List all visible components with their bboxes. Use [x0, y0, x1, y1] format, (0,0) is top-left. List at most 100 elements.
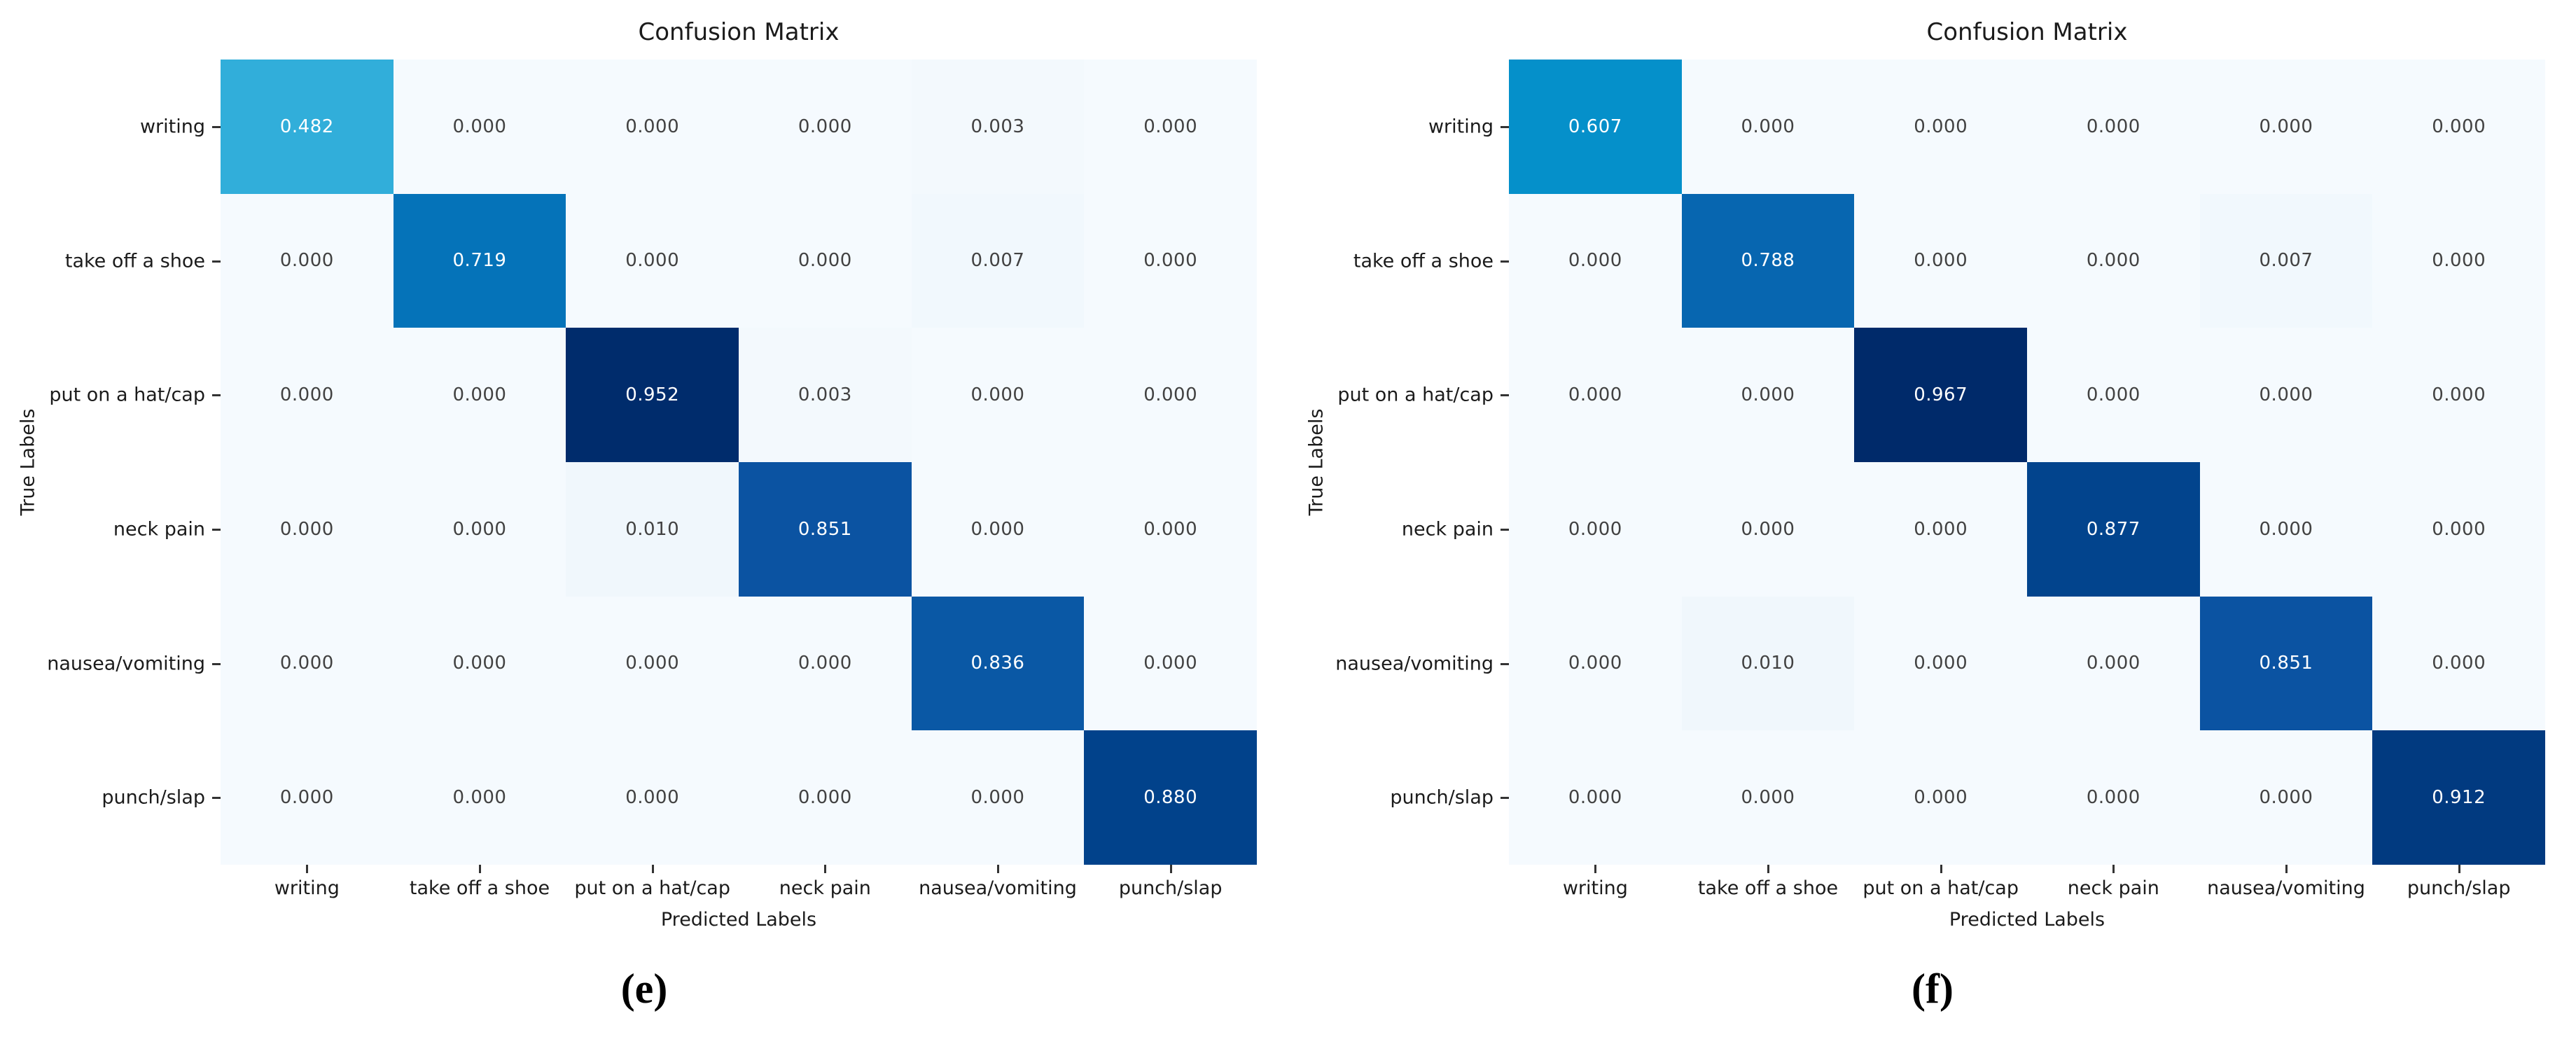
x-tick-mark	[1940, 865, 1942, 873]
y-tick-mark	[1501, 797, 1509, 800]
y-tick-mark	[1501, 125, 1509, 128]
heatmap-cell: 0.000	[221, 193, 394, 328]
heatmap-cell: 0.000	[739, 193, 912, 328]
x-tick-mark	[997, 865, 999, 873]
x-axis-title: Predicted Labels	[660, 909, 817, 931]
heatmap-cell: 0.482	[221, 60, 394, 194]
y-tick-label: take off a shoe	[1353, 250, 1494, 272]
x-tick-label: neck pain	[779, 877, 871, 899]
y-tick-mark	[1501, 260, 1509, 263]
heatmap-cell: 0.000	[221, 462, 394, 597]
heatmap-cell: 0.003	[911, 60, 1085, 194]
heatmap-cell: 0.000	[2372, 462, 2545, 597]
heatmap-cell: 0.007	[911, 193, 1085, 328]
heatmap-cell: 0.000	[2027, 328, 2200, 462]
x-tick-label: put on a hat/cap	[574, 877, 730, 899]
heatmap-cell: 0.877	[2027, 462, 2200, 597]
heatmap-cell: 0.000	[393, 730, 566, 865]
heatmap-cell: 0.000	[1681, 328, 1855, 462]
heatmap-cell: 0.000	[393, 596, 566, 731]
x-tick-mark	[824, 865, 827, 873]
heatmap-cell: 0.000	[1854, 193, 2027, 328]
heatmap-cell: 0.000	[1854, 730, 2027, 865]
heatmap-cell: 0.003	[739, 328, 912, 462]
y-tick-mark	[212, 797, 221, 800]
y-tick-label: put on a hat/cap	[49, 384, 205, 406]
x-tick-label: take off a shoe	[409, 877, 550, 899]
heatmap-cell: 0.967	[1854, 328, 2027, 462]
heatmap-cell: 0.000	[2027, 596, 2200, 731]
heatmap-cell: 0.000	[1509, 462, 1682, 597]
heatmap-cell: 0.000	[1509, 596, 1682, 731]
x-tick-label: writing	[1562, 877, 1628, 899]
heatmap-cell: 0.000	[2199, 328, 2373, 462]
x-tick-label: punch/slap	[2407, 877, 2511, 899]
y-tick-label: nausea/vomiting	[1335, 653, 1494, 674]
heatmap-cell: 0.000	[911, 730, 1085, 865]
x-tick-mark	[479, 865, 481, 873]
heatmap-cell: 0.000	[2199, 462, 2373, 597]
heatmap-cell: 0.000	[2372, 60, 2545, 194]
heatmap-cell: 0.000	[2372, 596, 2545, 731]
heatmap-cell: 0.000	[2027, 730, 2200, 865]
y-axis-title: True Labels	[17, 408, 39, 516]
heatmap-cell: 0.000	[393, 328, 566, 462]
heatmap-cell: 0.000	[393, 462, 566, 597]
x-tick-label: take off a shoe	[1697, 877, 1839, 899]
x-axis-title: Predicted Labels	[1949, 909, 2105, 931]
heatmap-cell: 0.000	[221, 328, 394, 462]
heatmap-cell: 0.880	[1084, 730, 1257, 865]
subfigure-caption-f: (f)	[1912, 966, 1954, 1012]
y-tick-label: writing	[139, 116, 205, 138]
heatmap-cell: 0.000	[1681, 730, 1855, 865]
heatmap-cell: 0.000	[911, 328, 1085, 462]
y-tick-label: nausea/vomiting	[47, 653, 205, 674]
heatmap-cell: 0.000	[2199, 730, 2373, 865]
x-tick-mark	[2285, 865, 2288, 873]
heatmap-cell: 0.851	[739, 462, 912, 597]
x-tick-mark	[306, 865, 309, 873]
heatmap-cell: 0.010	[1681, 596, 1855, 731]
x-tick-mark	[2112, 865, 2115, 873]
x-tick-label: put on a hat/cap	[1863, 877, 2019, 899]
heatmap-cell: 0.000	[2027, 60, 2200, 194]
confusion-matrix-panel-e: Confusion Matrix True Labels 0.482 0.000 0…	[17, 18, 1257, 1012]
heatmap-cell: 0.010	[566, 462, 739, 597]
heatmap-cell: 0.000	[1681, 462, 1855, 597]
heatmap-cell: 0.719	[393, 193, 566, 328]
x-tick-label: writing	[274, 877, 340, 899]
y-tick-label: neck pain	[113, 518, 205, 541]
x-tick-label: punch/slap	[1118, 877, 1223, 899]
heatmap-cell: 0.000	[566, 596, 739, 731]
heatmap-cell: 0.836	[911, 596, 1085, 731]
x-tick-mark	[1594, 865, 1597, 873]
heatmap-grid: 0.607 0.000 0.000 0.000 0.000 0.000 0.000 0.788…	[1509, 60, 2545, 865]
heatmap-cell: 0.851	[2199, 596, 2373, 731]
heatmap-cell: 0.000	[1681, 60, 1855, 194]
heatmap-cell: 0.000	[1084, 462, 1257, 597]
y-axis-title: True Labels	[1305, 408, 1328, 516]
heatmap-cell: 0.607	[1509, 60, 1682, 194]
heatmap-cell: 0.000	[566, 730, 739, 865]
y-tick-label: writing	[1428, 116, 1494, 138]
y-tick-mark	[1501, 528, 1509, 531]
heatmap-cell: 0.000	[2372, 328, 2545, 462]
heatmap-cell: 0.952	[566, 328, 739, 462]
heatmap-cell: 0.000	[1854, 596, 2027, 731]
y-tick-mark	[212, 662, 221, 665]
x-tick-label: nausea/vomiting	[919, 877, 1077, 899]
heatmap-cell: 0.788	[1681, 193, 1855, 328]
heatmap-cell: 0.000	[1509, 193, 1682, 328]
heatmap-cell: 0.000	[1084, 328, 1257, 462]
heatmap-cell: 0.000	[221, 730, 394, 865]
y-tick-mark	[1501, 662, 1509, 665]
y-tick-mark	[1501, 394, 1509, 397]
heatmap-cell: 0.000	[566, 193, 739, 328]
y-tick-mark	[212, 125, 221, 128]
y-tick-mark	[212, 260, 221, 263]
heatmap-cell: 0.000	[2372, 193, 2545, 328]
y-tick-label: punch/slap	[102, 786, 205, 809]
heatmap-cell: 0.000	[393, 60, 566, 194]
x-tick-label: neck pain	[2067, 877, 2159, 899]
